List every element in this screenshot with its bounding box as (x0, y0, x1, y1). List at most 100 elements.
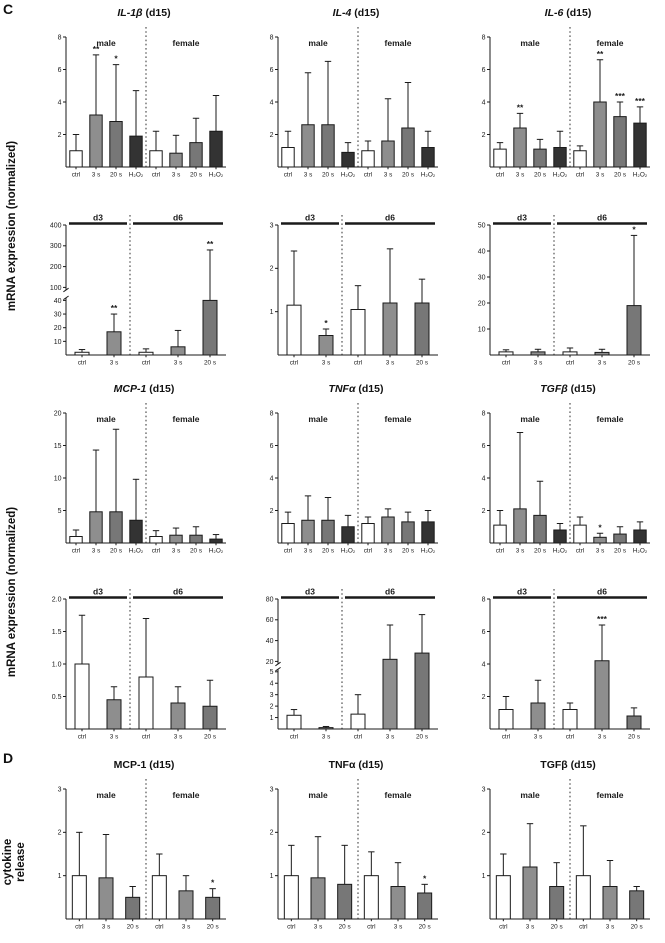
chart-title (456, 194, 656, 209)
group-label-female: female (173, 790, 200, 800)
bar-male-s20 (533, 514, 547, 544)
x-tick-label: 20 s (322, 172, 334, 179)
bar-d6-ctrl (138, 351, 154, 356)
x-tick-label: 20 s (551, 924, 563, 931)
bar-male-s20 (109, 511, 123, 544)
y-tick-label: 50 (478, 222, 486, 229)
bar-female-s20 (629, 890, 645, 920)
y-tick-label: 2 (58, 132, 62, 139)
x-tick-label: 20 s (110, 172, 122, 179)
y-tick-label: 400 (50, 222, 62, 229)
bar-d3-ctrl (498, 351, 514, 356)
chart-title-suffix: (d15) (355, 383, 384, 395)
x-tick-label: 3 s (92, 172, 101, 179)
x-tick-label: ctrl (354, 360, 363, 367)
y-tick-label: 2 (58, 830, 62, 837)
plot-il4-d3d6: 1 2 3 d3 ctrl * 3 s d6 ctrl 3 s 20 s (270, 213, 438, 367)
x-tick-label: ctrl (502, 734, 511, 741)
bar-female-s3 (381, 140, 395, 168)
bar-d6-s20 (626, 715, 642, 730)
group-label-d3: d3 (305, 587, 315, 597)
x-tick-label: 20 s (190, 172, 202, 179)
x-tick-label: H₂O₂ (421, 172, 436, 179)
y-tick-label: 20 (266, 659, 274, 666)
group-label-female: female (385, 414, 412, 424)
y-tick-label: 20 (54, 410, 62, 417)
chart-title (244, 194, 444, 209)
panel-label-d: D (3, 750, 14, 766)
chart-mcp1-d3d6: 0.5 1.0 1.5 2.0 d3 ctrl 3 s d6 ctrl 3 s 20 s (32, 568, 232, 754)
axis-break-mark (275, 661, 281, 667)
bar-male-s20 (109, 121, 123, 168)
chart-title: IL-4 (d15) (244, 6, 444, 21)
y-tick-label: 6 (482, 629, 486, 636)
group-label-female: female (597, 414, 624, 424)
group-label-female: female (597, 38, 624, 48)
x-tick-label: 3 s (534, 360, 543, 367)
x-tick-label: ctrl (566, 734, 575, 741)
bar-female-s20 (205, 896, 221, 920)
y-tick-label: 2 (270, 132, 274, 139)
bar-male-ctrl (69, 150, 83, 168)
bar-female-ctrl (363, 875, 379, 920)
group-label-female: female (597, 790, 624, 800)
bar-female-ctrl (361, 150, 375, 168)
bar-male-h2o2 (341, 151, 355, 168)
significance-marker: ** (207, 239, 214, 249)
x-tick-label: 20 s (339, 924, 351, 931)
group-label-male: male (308, 414, 328, 424)
x-tick-label: ctrl (142, 360, 151, 367)
chart-title-gene: IL-4 (332, 7, 352, 19)
group-label-female: female (385, 790, 412, 800)
chart-title: MCP-1 (d15) (32, 382, 232, 397)
bar-d6-ctrl (350, 713, 366, 730)
x-tick-label: H₂O₂ (341, 548, 356, 555)
x-tick-label: 20 s (614, 548, 626, 555)
bar-male-ctrl (69, 536, 83, 544)
x-tick-label: 3 s (516, 172, 525, 179)
x-tick-label: 20 s (402, 548, 414, 555)
bar-male-s3 (98, 877, 114, 920)
y-tick-label: 2 (482, 508, 486, 515)
y-tick-label: 8 (482, 596, 486, 603)
bar-female-s20 (401, 127, 415, 168)
y-tick-label: 20 (478, 300, 486, 307)
chart-title (244, 568, 444, 583)
significance-marker: ** (93, 44, 100, 54)
plot-mcp1-d3d6: 0.5 1.0 1.5 2.0 d3 ctrl 3 s d6 ctrl 3 s 20 s (52, 587, 226, 741)
x-tick-label: 3 s (110, 734, 119, 741)
bar-male-s20 (321, 124, 335, 168)
chart-title: IL-6 (d15) (456, 6, 656, 21)
bar-female-ctrl (573, 524, 587, 544)
bar-female-s20 (189, 142, 203, 168)
x-tick-label: H₂O₂ (341, 172, 356, 179)
x-tick-label: ctrl (499, 924, 508, 931)
chart-tgfb-d15: TGFβ (d15) 2 4 6 8 male ctrl 3 s 20 s H₂O₂ female c… (456, 382, 656, 568)
y-tick-label: 6 (58, 67, 62, 74)
chart-tnfa-d15: TNFα (d15) 2 4 6 8 male ctrl 3 s 20 s H₂O₂ female c… (244, 382, 444, 568)
x-tick-label: 20 s (614, 172, 626, 179)
y-tick-label: 40 (266, 638, 274, 645)
y-tick-label: 3 (270, 222, 274, 229)
significance-marker: ** (111, 303, 118, 313)
y-tick-label: 8 (482, 34, 486, 41)
chart-title-suffix: TNFα (d15) (328, 759, 384, 771)
x-tick-label: 3 s (304, 172, 313, 179)
x-tick-label: 3 s (596, 172, 605, 179)
x-tick-label: 20 s (628, 360, 640, 367)
bar-female-ctrl (149, 536, 163, 544)
chart-il4-d15: IL-4 (d15) 2 4 6 8 male ctrl 3 s 20 s H₂O₂ female c… (244, 6, 444, 192)
significance-marker: *** (597, 614, 608, 624)
x-tick-label: H₂O₂ (129, 548, 144, 555)
bar-d3-ctrl (74, 663, 90, 730)
bar-female-s3 (178, 890, 194, 920)
bar-female-s3 (602, 886, 618, 920)
y-tick-label: 300 (50, 243, 62, 250)
significance-marker: * (114, 54, 118, 64)
y-tick-label: 60 (266, 617, 274, 624)
chart-tnfa-release: TNFα (d15) 1 2 3 male ctrl 3 s 20 s female ctrl 3 … (244, 758, 444, 943)
bar-female-ctrl (575, 875, 591, 920)
chart-mcp1-release: MCP-1 (d15) 1 2 3 male ctrl 3 s 20 s female ctrl 3… (32, 758, 232, 943)
